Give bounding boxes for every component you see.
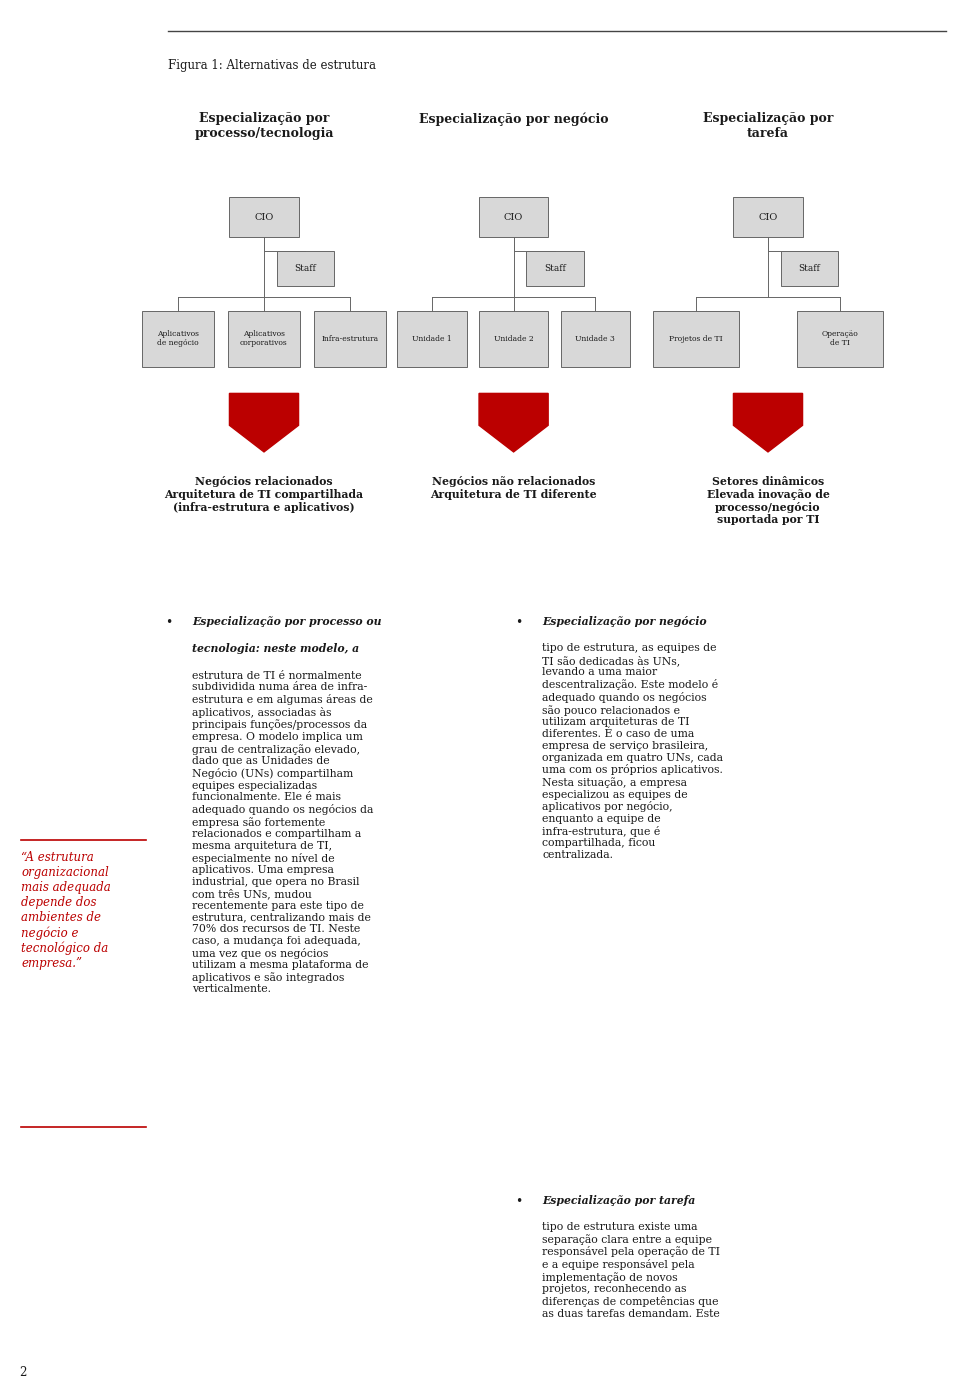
Text: tecnologia: neste modelo, a: tecnologia: neste modelo, a [192,643,359,654]
FancyBboxPatch shape [780,251,838,287]
Text: Especialização por negócio: Especialização por negócio [542,616,707,627]
Text: Negócios relacionados
Arquitetura de TI compartilhada
(infra-estrutura e aplicat: Negócios relacionados Arquitetura de TI … [164,476,364,512]
Text: “A estrutura
organizacional
mais adequada
depende dos
ambientes de
negócio e
tec: “A estrutura organizacional mais adequad… [21,851,110,970]
Polygon shape [479,393,548,452]
Text: Negócios não relacionados
Arquitetura de TI diferente: Negócios não relacionados Arquitetura de… [430,476,597,500]
Text: Infra-estrutura: Infra-estrutura [322,335,379,343]
Text: Unidade 3: Unidade 3 [575,335,615,343]
FancyBboxPatch shape [479,197,548,237]
Text: Unidade 2: Unidade 2 [493,335,534,343]
Text: Staff: Staff [544,265,566,273]
FancyBboxPatch shape [142,311,214,367]
Text: CIO: CIO [758,213,778,221]
FancyBboxPatch shape [797,311,883,367]
Text: •: • [516,616,523,629]
Text: tipo de estrutura, as equipes de
TI são dedicadas às UNs,
levando a uma maior
de: tipo de estrutura, as equipes de TI são … [542,643,724,860]
Text: Staff: Staff [295,265,317,273]
Text: Especialização por
tarefa: Especialização por tarefa [703,112,833,140]
Polygon shape [229,393,299,452]
Text: Projetos de TI: Projetos de TI [669,335,723,343]
FancyBboxPatch shape [479,311,548,367]
FancyBboxPatch shape [315,311,386,367]
Text: Especialização por tarefa: Especialização por tarefa [542,1194,696,1205]
FancyBboxPatch shape [276,251,334,287]
FancyBboxPatch shape [733,197,803,237]
FancyBboxPatch shape [228,311,300,367]
Text: CIO: CIO [504,213,523,221]
Text: Especialização por processo ou: Especialização por processo ou [192,616,381,627]
FancyBboxPatch shape [397,311,467,367]
Text: Aplicativos
corporativos: Aplicativos corporativos [240,330,288,347]
Polygon shape [733,393,803,452]
Text: Setores dinâmicos
Elevada inovação de
processo/negócio
suportada por TI: Setores dinâmicos Elevada inovação de pr… [707,476,829,525]
Text: Aplicativos
de negócio: Aplicativos de negócio [156,330,199,347]
Text: CIO: CIO [254,213,274,221]
Text: Operação
de TI: Operação de TI [822,330,858,347]
Text: Especialização por negócio: Especialização por negócio [419,112,609,126]
Text: Especialização por
processo/tecnologia: Especialização por processo/tecnologia [194,112,334,140]
Text: Unidade 1: Unidade 1 [412,335,452,343]
FancyBboxPatch shape [561,311,630,367]
FancyBboxPatch shape [229,197,299,237]
Text: Staff: Staff [799,265,821,273]
Text: •: • [516,1194,523,1208]
FancyBboxPatch shape [526,251,584,287]
Text: Figura 1: Alternativas de estrutura: Figura 1: Alternativas de estrutura [168,59,376,71]
Text: tipo de estrutura existe uma
separação clara entre a equipe
responsável pela ope: tipo de estrutura existe uma separação c… [542,1222,720,1319]
Text: estrutura de TI é normalmente
subdividida numa área de infra-
estrutura e em alg: estrutura de TI é normalmente subdividid… [192,671,373,994]
Text: 2: 2 [19,1366,27,1379]
Text: •: • [165,616,173,629]
FancyBboxPatch shape [653,311,739,367]
